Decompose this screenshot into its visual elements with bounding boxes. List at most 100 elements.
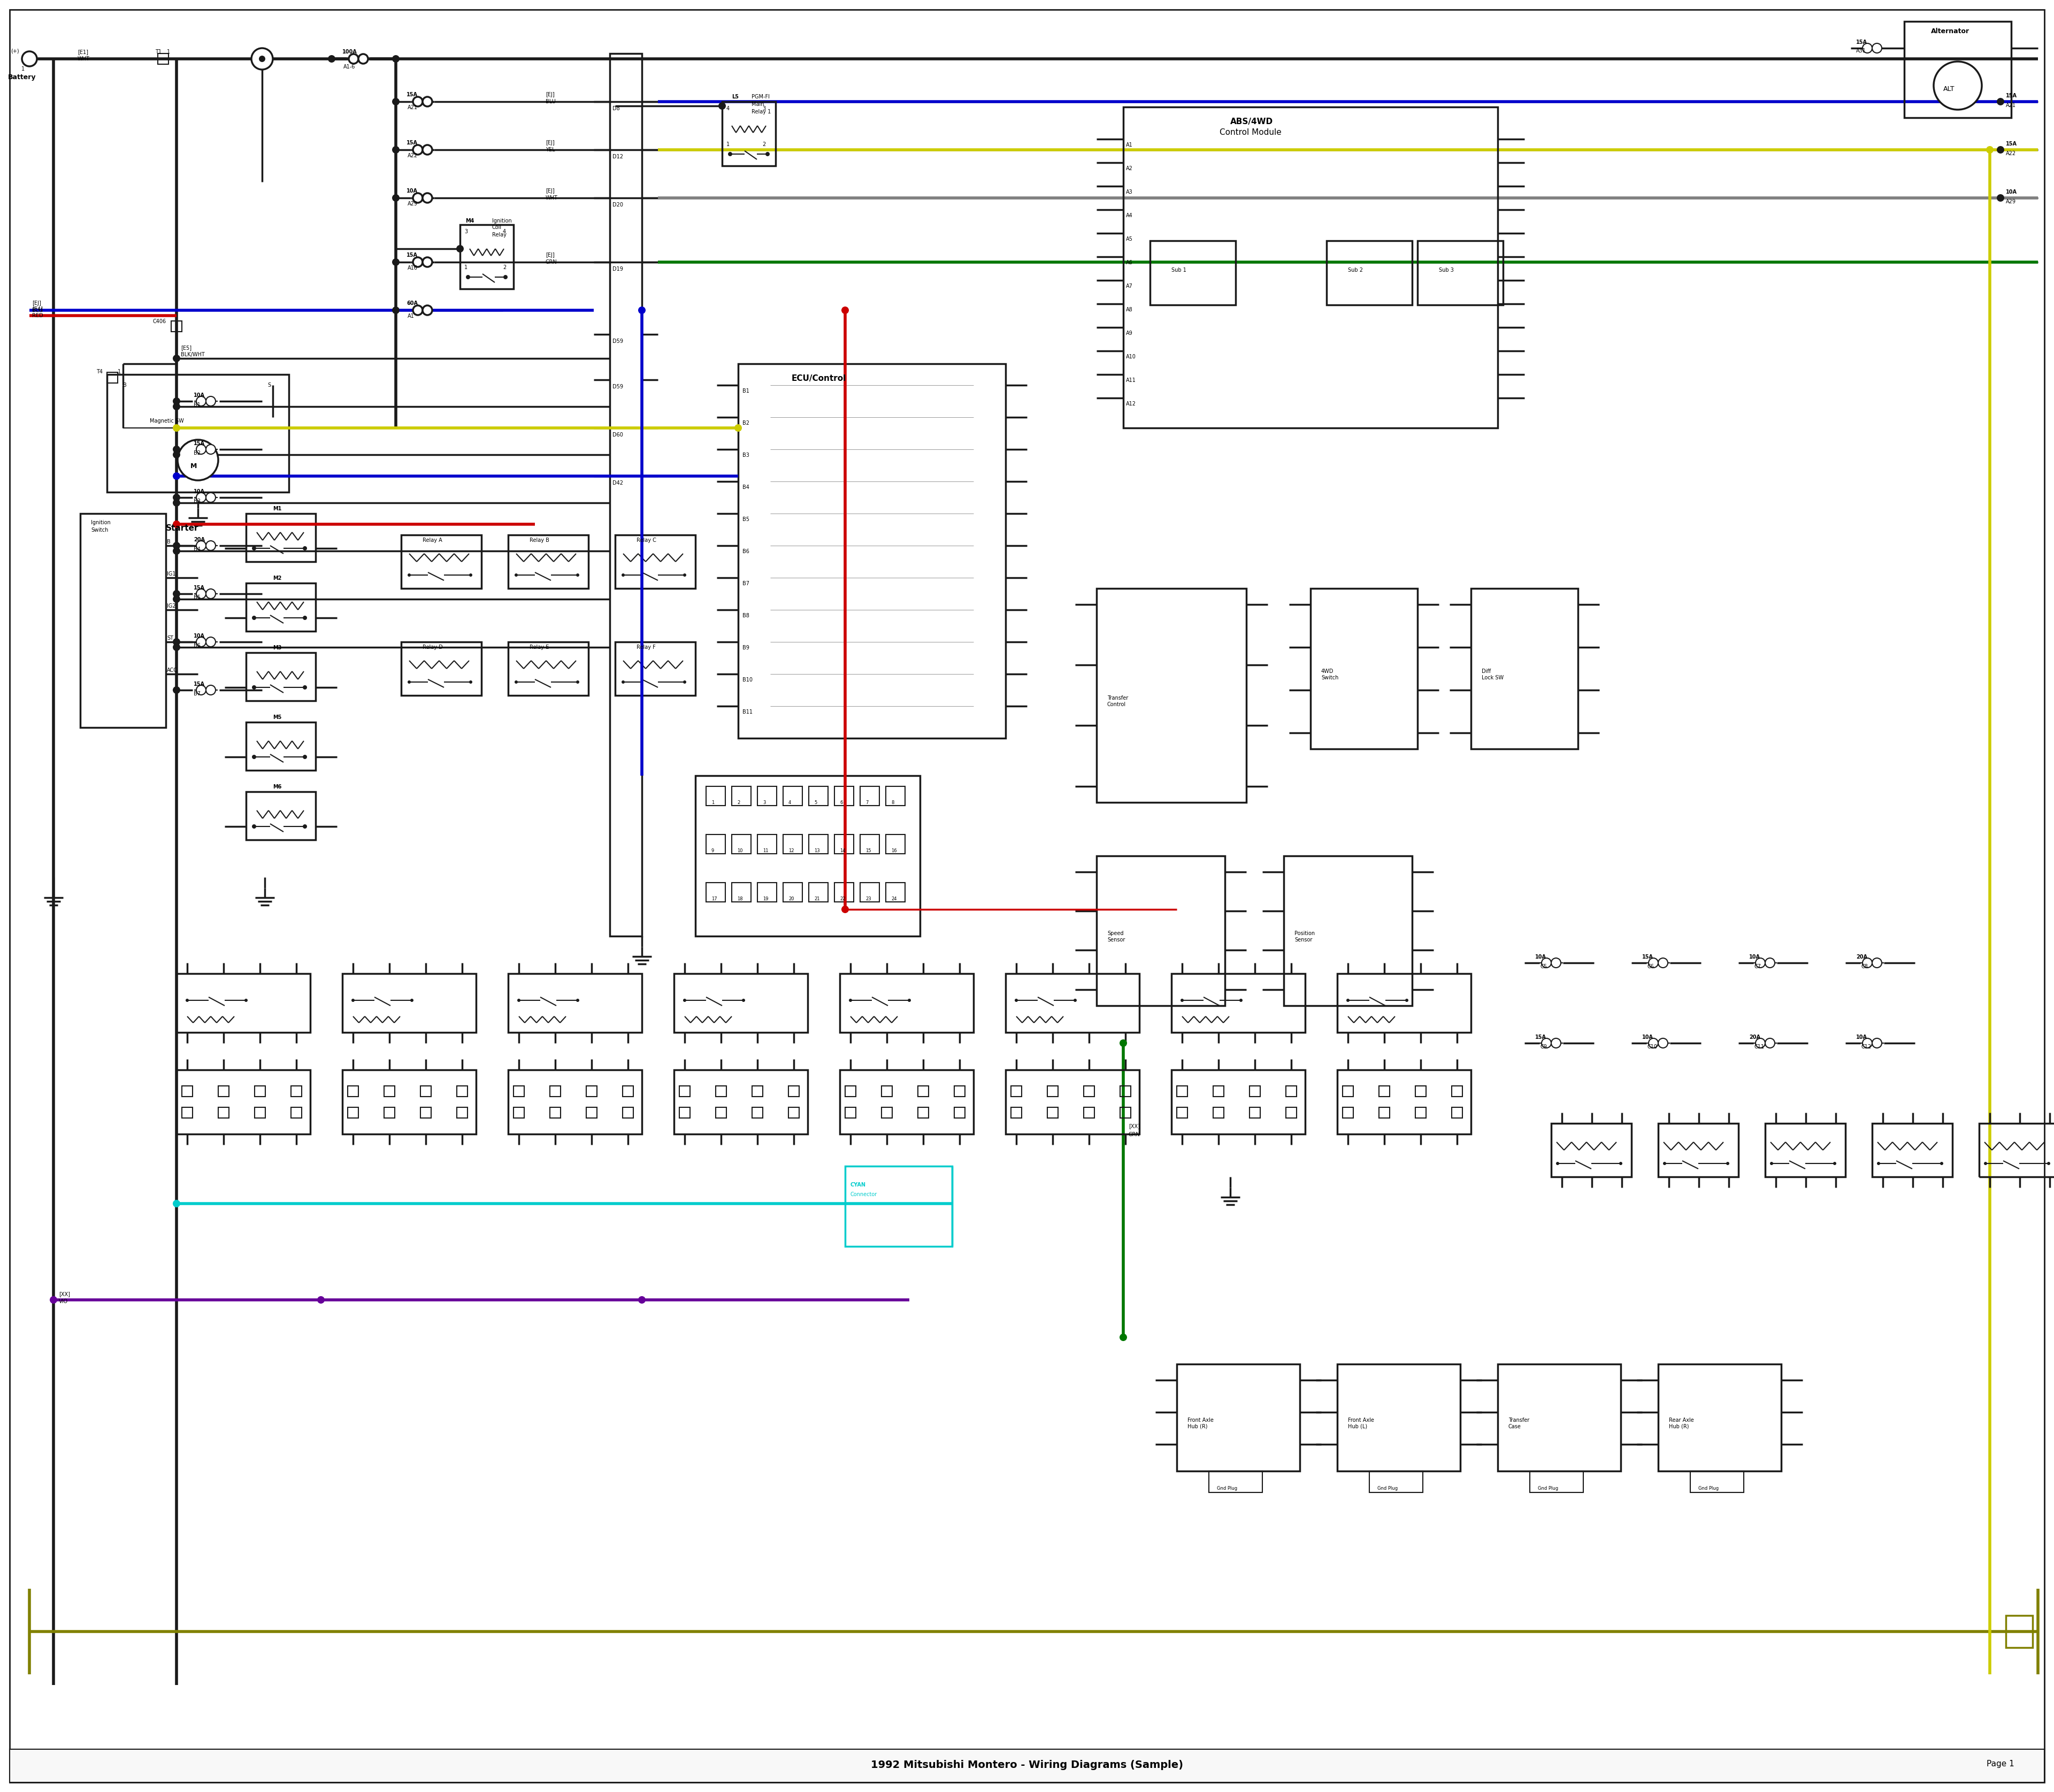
Bar	[183, 1107, 193, 1118]
Bar	[246, 582, 316, 631]
Text: B8: B8	[741, 613, 750, 618]
Circle shape	[49, 1296, 58, 1303]
Text: A8: A8	[1126, 306, 1132, 312]
Bar	[758, 883, 776, 901]
Circle shape	[684, 998, 686, 1002]
Bar	[885, 835, 906, 853]
Bar	[421, 1086, 431, 1097]
Text: B1: B1	[741, 389, 750, 394]
Circle shape	[407, 681, 411, 683]
Text: WHT: WHT	[546, 195, 559, 201]
Text: B11: B11	[741, 710, 752, 715]
Bar	[107, 373, 117, 383]
Circle shape	[1832, 1161, 1836, 1165]
Text: B4: B4	[193, 547, 201, 552]
Circle shape	[1877, 1161, 1879, 1165]
Circle shape	[639, 306, 645, 314]
Text: A1-6: A1-6	[343, 65, 355, 70]
Bar	[1904, 22, 2011, 118]
Circle shape	[741, 998, 746, 1002]
Text: 10A: 10A	[1750, 955, 1760, 961]
Circle shape	[575, 681, 579, 683]
Text: [E5]: [E5]	[181, 346, 191, 351]
Bar	[384, 1086, 394, 1097]
Text: A21: A21	[2007, 102, 2017, 108]
Text: 10A: 10A	[1534, 955, 1547, 961]
Text: Diff
Lock SW: Diff Lock SW	[1481, 668, 1504, 681]
Circle shape	[173, 425, 181, 432]
Bar	[1048, 1086, 1058, 1097]
Circle shape	[1239, 998, 1243, 1002]
Circle shape	[468, 573, 472, 577]
Text: T4: T4	[97, 369, 103, 375]
Bar	[918, 1086, 928, 1097]
Text: 15A: 15A	[1534, 1034, 1547, 1039]
Text: 10A: 10A	[407, 188, 417, 194]
Circle shape	[253, 547, 257, 550]
Bar	[1119, 1086, 1132, 1097]
Bar	[674, 1070, 807, 1134]
Circle shape	[205, 590, 216, 599]
Circle shape	[392, 99, 401, 106]
Text: A2: A2	[1126, 167, 1134, 172]
Text: Ignition: Ignition	[493, 219, 511, 224]
Bar	[347, 1107, 357, 1118]
Bar	[715, 1086, 727, 1097]
Bar	[177, 973, 310, 1032]
Bar	[840, 1070, 974, 1134]
Circle shape	[173, 547, 181, 556]
Bar	[1048, 1107, 1058, 1118]
Bar	[343, 1070, 477, 1134]
Bar	[1097, 588, 1247, 803]
Text: D42: D42	[612, 480, 622, 486]
Text: C12: C12	[1861, 1045, 1871, 1050]
Bar	[622, 1107, 633, 1118]
Bar	[585, 1086, 598, 1097]
Bar	[10, 1749, 2044, 1783]
Bar	[1658, 1124, 1738, 1177]
Circle shape	[205, 638, 216, 647]
Text: 24: 24	[891, 896, 898, 901]
Text: C9: C9	[1540, 1045, 1547, 1050]
Circle shape	[423, 194, 431, 202]
Bar	[674, 973, 807, 1032]
Text: 9: 9	[711, 848, 715, 853]
Bar	[514, 1107, 524, 1118]
Text: Relay A: Relay A	[423, 538, 442, 543]
Circle shape	[1658, 959, 1668, 968]
Bar	[456, 1086, 468, 1097]
Text: A16: A16	[407, 265, 417, 271]
Circle shape	[411, 998, 413, 1002]
Bar	[1150, 240, 1237, 305]
Text: 15A: 15A	[2007, 142, 2017, 147]
Circle shape	[468, 681, 472, 683]
Circle shape	[622, 573, 624, 577]
Text: [E1]: [E1]	[78, 48, 88, 54]
Bar	[246, 722, 316, 771]
Text: IG1: IG1	[166, 572, 177, 577]
Circle shape	[1543, 959, 1551, 968]
Circle shape	[842, 306, 848, 314]
Bar	[347, 1086, 357, 1097]
Bar	[731, 883, 752, 901]
Text: Coil: Coil	[493, 224, 501, 229]
Bar	[844, 1167, 953, 1247]
Text: 3: 3	[464, 229, 468, 235]
Text: Sub 3: Sub 3	[1440, 267, 1454, 272]
Bar	[1286, 1086, 1296, 1097]
Circle shape	[173, 495, 181, 502]
Text: Front Axle
Hub (R): Front Axle Hub (R)	[1187, 1417, 1214, 1428]
Circle shape	[516, 681, 518, 683]
Text: 8: 8	[891, 801, 893, 805]
Circle shape	[1725, 1161, 1729, 1165]
Text: 1: 1	[711, 801, 715, 805]
Text: 3: 3	[762, 801, 766, 805]
Bar	[1249, 1086, 1261, 1097]
Text: M: M	[191, 462, 197, 470]
Circle shape	[1941, 1161, 1943, 1165]
Text: Relay F: Relay F	[637, 645, 655, 650]
Bar	[183, 1086, 193, 1097]
Text: [E4]: [E4]	[33, 306, 43, 312]
Circle shape	[205, 396, 216, 407]
Bar	[507, 642, 587, 695]
